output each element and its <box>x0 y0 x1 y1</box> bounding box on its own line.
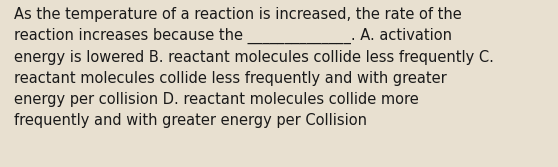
Text: As the temperature of a reaction is increased, the rate of the
reaction increase: As the temperature of a reaction is incr… <box>14 7 494 128</box>
